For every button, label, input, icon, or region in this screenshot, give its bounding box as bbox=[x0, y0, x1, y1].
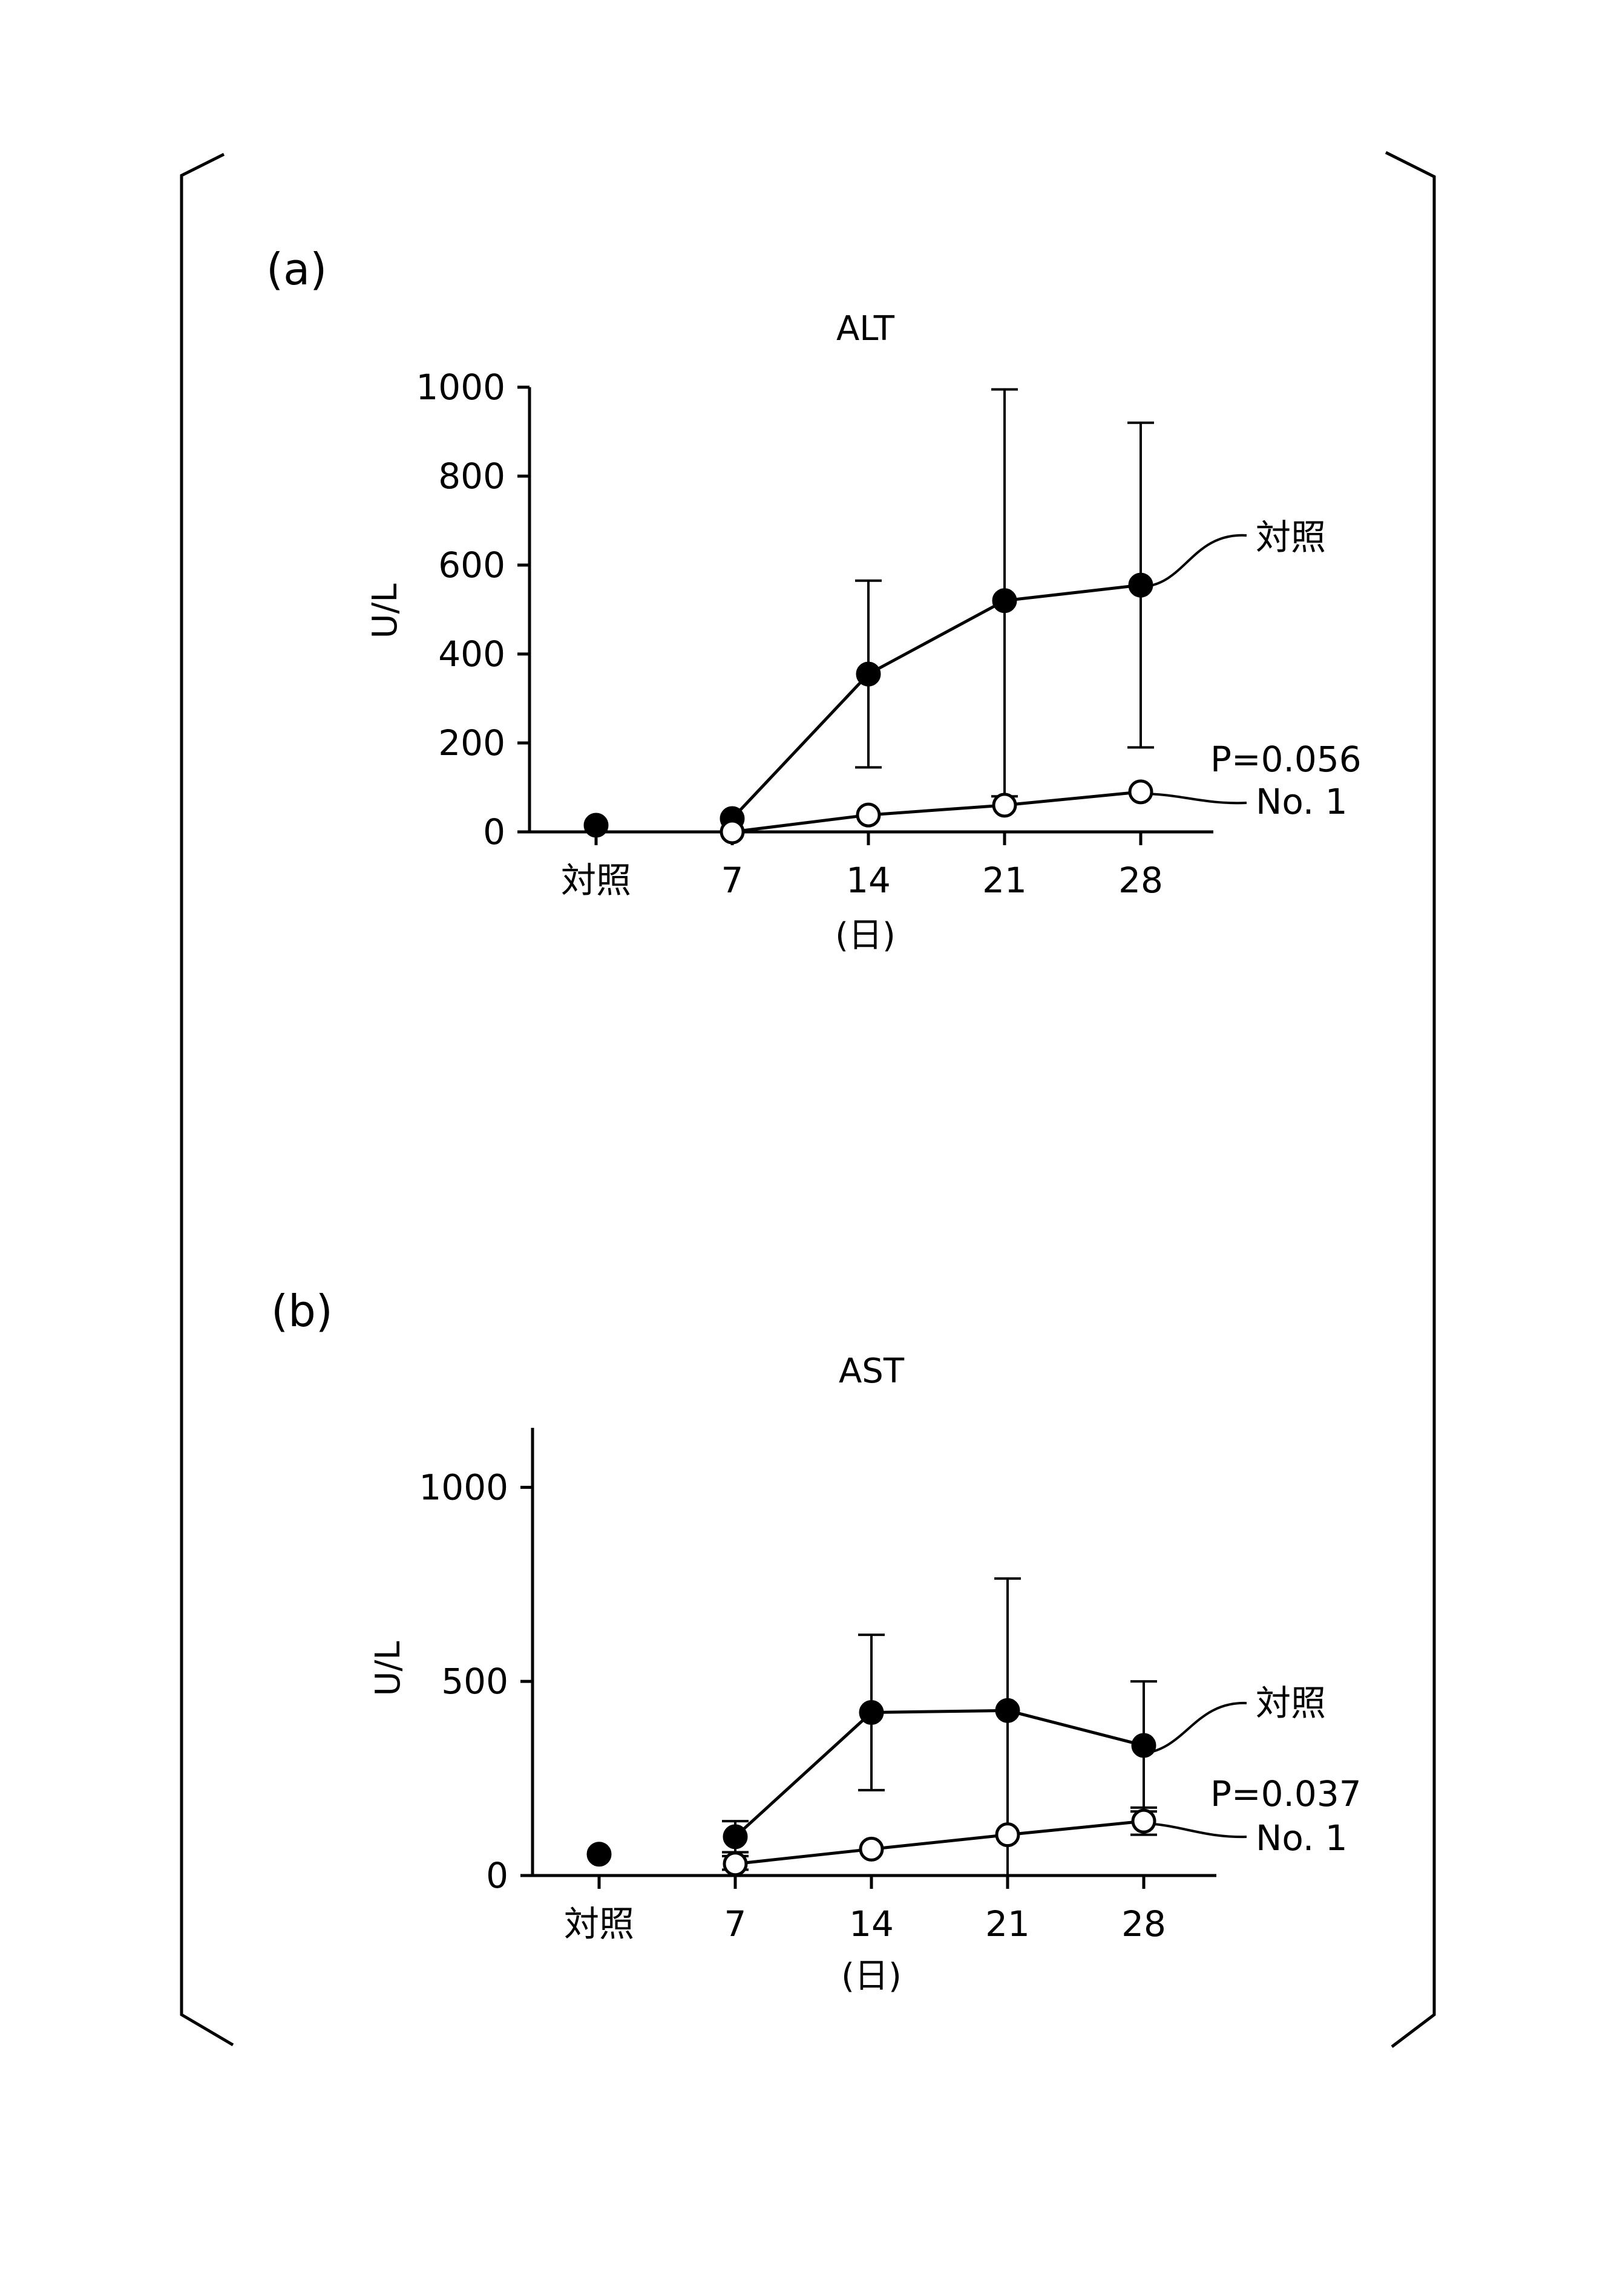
y-axis-label: U/L bbox=[369, 1641, 408, 1696]
data-point-no1 bbox=[992, 793, 1017, 818]
y-tick-label: 1000 bbox=[419, 1467, 508, 1508]
data-point-control bbox=[856, 661, 881, 687]
data-point-control bbox=[992, 588, 1017, 613]
series-line-no1 bbox=[732, 790, 1141, 834]
x-tick-label: 対照 bbox=[564, 1903, 634, 1944]
leader-line-control bbox=[1142, 534, 1247, 588]
x-axis-label: (日) bbox=[841, 1957, 902, 1996]
p-value-annotation: P=0.056 bbox=[1210, 739, 1362, 780]
y-tick-label: 200 bbox=[438, 722, 505, 764]
x-tick-label: 28 bbox=[1121, 1903, 1166, 1944]
data-point-no1 bbox=[723, 1851, 748, 1877]
y-tick-label: 0 bbox=[483, 811, 505, 852]
x-tick-label: 21 bbox=[982, 860, 1027, 901]
p-value-annotation: P=0.037 bbox=[1210, 1773, 1362, 1814]
y-tick-label: 0 bbox=[486, 1855, 508, 1896]
leader-line-control bbox=[1143, 1701, 1247, 1755]
data-point-control bbox=[586, 1842, 612, 1867]
data-point-no1 bbox=[720, 819, 745, 845]
data-point-control bbox=[859, 1700, 884, 1725]
x-tick-label: 7 bbox=[724, 1903, 747, 1944]
data-point-control bbox=[1131, 1733, 1156, 1758]
y-tick-label: 400 bbox=[438, 633, 505, 675]
series-label-no1: No. 1 bbox=[1256, 1817, 1348, 1859]
x-tick-label: 14 bbox=[849, 1903, 894, 1944]
series-line-no1 bbox=[735, 1819, 1144, 1866]
series-label-control: 対照 bbox=[1256, 1683, 1326, 1724]
chart-ast: (b) AST U/L (日) P=0.037 対照 No. 1 0 500 100… bbox=[271, 1286, 1362, 1996]
panel-label: (b) bbox=[271, 1286, 333, 1336]
x-tick-label: 7 bbox=[721, 860, 744, 901]
y-tick-label: 600 bbox=[438, 545, 505, 586]
data-point-no1 bbox=[995, 1822, 1020, 1848]
data-point-no1 bbox=[856, 802, 881, 828]
y-tick-label: 800 bbox=[438, 456, 505, 497]
y-tick-label: 1000 bbox=[416, 367, 505, 408]
left-bracket bbox=[180, 152, 234, 2047]
data-point-no1 bbox=[1131, 1808, 1156, 1834]
data-point-no1 bbox=[1128, 779, 1153, 805]
chart-alt: (a) ALT U/L (日) P=0.056 対照 No. 1 0 200 400… bbox=[266, 244, 1362, 955]
panel-label: (a) bbox=[266, 244, 327, 295]
x-tick-label: 対照 bbox=[561, 860, 631, 901]
x-tick-label: 28 bbox=[1118, 860, 1163, 901]
series-label-no1: No. 1 bbox=[1256, 781, 1348, 822]
x-tick-label: 21 bbox=[985, 1903, 1030, 1944]
series-label-control: 対照 bbox=[1256, 517, 1326, 558]
chart-title: AST bbox=[839, 1352, 905, 1391]
y-axis-label: U/L bbox=[366, 583, 405, 638]
leader-line-no1 bbox=[1144, 1822, 1247, 1839]
data-point-control bbox=[995, 1698, 1020, 1723]
series-line-control bbox=[731, 583, 1141, 820]
x-axis-label: (日) bbox=[835, 916, 896, 955]
data-point-control bbox=[1128, 572, 1153, 598]
y-tick-label: 500 bbox=[441, 1661, 508, 1702]
data-point-control bbox=[723, 1824, 748, 1850]
leader-line-no1 bbox=[1142, 793, 1247, 805]
data-point-control bbox=[583, 813, 609, 838]
x-tick-label: 14 bbox=[846, 860, 891, 901]
chart-title: ALT bbox=[836, 309, 895, 348]
series-line-control bbox=[734, 1709, 1144, 1838]
right-bracket bbox=[1385, 151, 1436, 2048]
data-point-no1 bbox=[859, 1836, 884, 1862]
